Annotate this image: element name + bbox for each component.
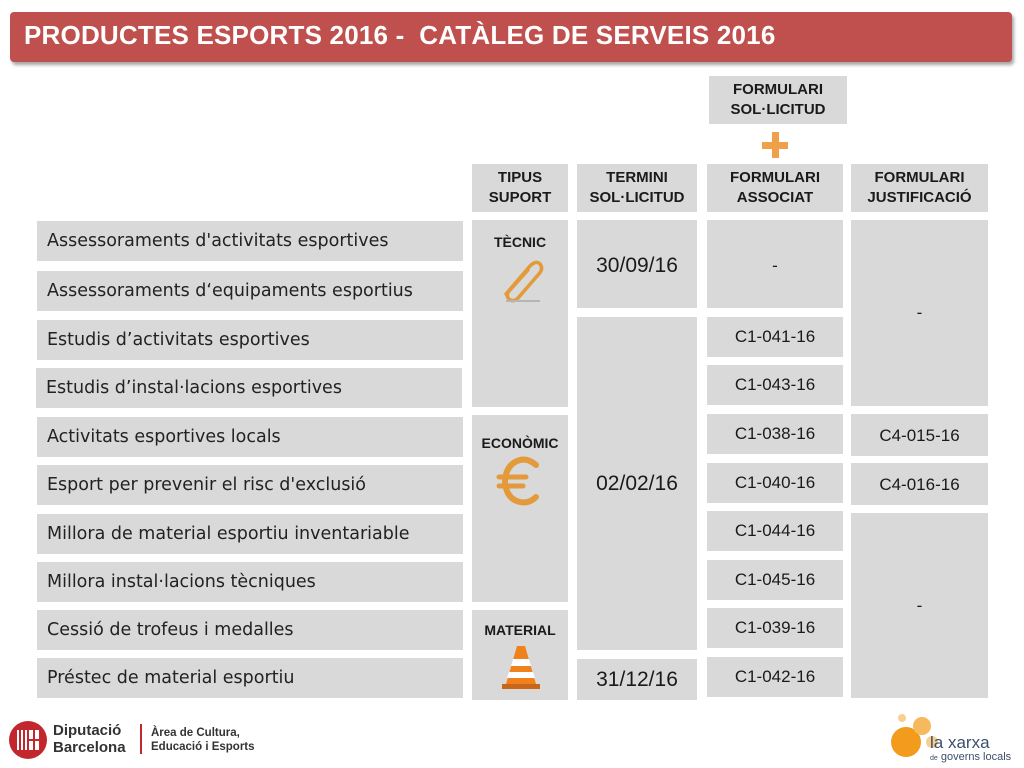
service-row[interactable]: Estudis d’activitats esportives xyxy=(37,320,463,360)
paperclip-icon xyxy=(504,260,544,303)
area-line1: Àrea de Cultura, xyxy=(151,727,240,739)
diputacio-line2: Barcelona xyxy=(53,739,126,756)
la-xarxa-governs: governs locals xyxy=(940,751,1012,763)
diputacio-name: Diputació Barcelona xyxy=(53,722,126,756)
la-xarxa-title: la xarxa xyxy=(930,733,990,752)
euro-icon xyxy=(496,456,539,506)
termini-value: 31/12/16 xyxy=(596,667,678,691)
termini-value: 30/09/16 xyxy=(596,254,678,277)
support-block-material: MATERIAL xyxy=(472,610,568,700)
support-label-economic: ECONÒMIC xyxy=(481,435,559,451)
diputacio-logo-icon xyxy=(9,721,47,759)
footer-divider xyxy=(140,724,142,754)
justificacio-cell: C4-015-16 xyxy=(851,414,988,456)
header-formulari-associat-line2: ASSOCIAT xyxy=(736,189,814,206)
associat-cell: - xyxy=(707,220,843,308)
header-tipus-suport-line1: TIPUS xyxy=(497,169,543,186)
title-banner: PRODUCTES ESPORTS 2016 - CATÀLEG DE SERV… xyxy=(10,12,1012,62)
termini-value: 02/02/16 xyxy=(596,471,678,495)
plus-icon xyxy=(760,130,790,160)
header-formulari-sollicitud: FORMULARI SOL·LICITUD xyxy=(709,76,847,124)
associat-cell: C1-043-16 xyxy=(707,365,843,405)
associat-cell: C1-039-16 xyxy=(707,608,843,648)
header-formulari-justificacio: FORMULARI JUSTIFICACIÓ xyxy=(851,164,988,212)
support-block-economic: ECONÒMIC xyxy=(472,415,568,602)
service-row[interactable]: Estudis d’instal·lacions esportives xyxy=(36,368,462,408)
header-formulari-justificacio-line1: FORMULARI xyxy=(874,169,965,186)
justificacio-cell: C4-016-16 xyxy=(851,463,988,505)
termini-cell: 31/12/16 xyxy=(577,659,697,700)
justificacio-cell: - xyxy=(851,220,988,406)
header-termini-line2: SOL·LICITUD xyxy=(589,189,685,206)
service-row[interactable]: Préstec de material esportiu xyxy=(37,658,463,698)
la-xarxa-subtitle: de governs locals xyxy=(930,751,1011,765)
header-formulari-sollicitud-line1: FORMULARI xyxy=(733,81,823,98)
header-formulari-associat-line1: FORMULARI xyxy=(730,169,820,186)
area-line2: Educació i Esports xyxy=(151,741,255,753)
termini-cell: 30/09/16 xyxy=(577,220,697,308)
header-formulari-sollicitud-line2: SOL·LICITUD xyxy=(730,101,826,118)
service-row[interactable]: Cessió de trofeus i medalles xyxy=(37,610,463,650)
service-row[interactable]: Assessoraments d‘equipaments esportius xyxy=(37,271,463,311)
header-formulari-associat: FORMULARI ASSOCIAT xyxy=(707,164,843,212)
header-termini: TERMINI SOL·LICITUD xyxy=(577,164,697,212)
service-row[interactable]: Esport per prevenir el risc d'exclusió xyxy=(37,465,463,505)
termini-cell: 02/02/16 xyxy=(577,317,697,650)
header-termini-line1: TERMINI xyxy=(606,169,668,186)
associat-cell: C1-041-16 xyxy=(707,317,843,357)
page-title: PRODUCTES ESPORTS 2016 - CATÀLEG DE SERV… xyxy=(24,20,776,50)
associat-cell: C1-044-16 xyxy=(707,511,843,551)
header-formulari-justificacio-line2: JUSTIFICACIÓ xyxy=(867,189,972,206)
service-row[interactable]: Assessoraments d'activitats esportives xyxy=(37,221,463,261)
header-tipus-suport-line2: SUPORT xyxy=(488,189,552,206)
la-xarxa-logo-icon xyxy=(891,714,938,757)
associat-cell: C1-038-16 xyxy=(707,414,843,454)
support-label-material: MATERIAL xyxy=(484,622,556,638)
la-xarxa-de: de xyxy=(930,755,938,762)
justificacio-cell: - xyxy=(851,513,988,698)
diputacio-line1: Diputació xyxy=(53,722,122,739)
associat-cell: C1-045-16 xyxy=(707,560,843,600)
associat-cell: C1-042-16 xyxy=(707,657,843,697)
header-tipus-suport: TIPUS SUPORT xyxy=(472,164,568,212)
traffic-cone-icon xyxy=(502,646,540,689)
area-name: Àrea de Cultura, Educació i Esports xyxy=(151,726,255,754)
service-row[interactable]: Millora instal·lacions tècniques xyxy=(37,562,463,602)
service-row[interactable]: Millora de material esportiu inventariab… xyxy=(37,514,463,554)
support-block-tecnic: TÈCNIC xyxy=(472,220,568,407)
service-row[interactable]: Activitats esportives locals xyxy=(37,417,463,457)
support-label-tecnic: TÈCNIC xyxy=(493,234,547,250)
associat-cell: C1-040-16 xyxy=(707,463,843,503)
